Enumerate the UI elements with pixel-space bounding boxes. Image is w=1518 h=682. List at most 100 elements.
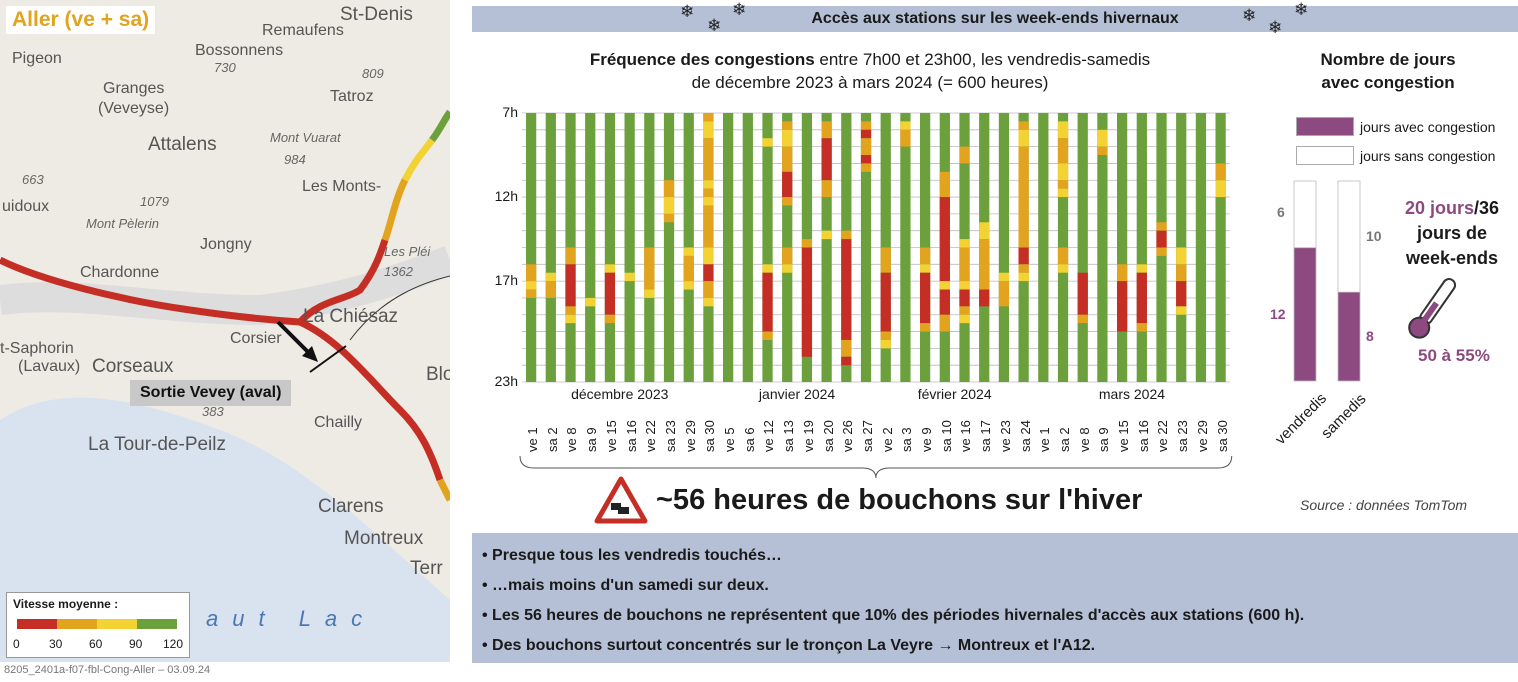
congestion-segment xyxy=(1176,247,1187,265)
place-label: 663 xyxy=(22,172,44,187)
congestion-segment xyxy=(604,272,616,315)
days-chart-title: Nombre de jours avec congestion xyxy=(1290,48,1486,94)
congestion-segment xyxy=(782,129,793,147)
congestion-segment xyxy=(939,314,950,332)
days-line2: jours de xyxy=(1416,223,1487,243)
place-label: Attalens xyxy=(148,134,217,155)
congestion-segment xyxy=(1215,163,1226,181)
key-findings: Presque tous les vendredis touchés… …mai… xyxy=(472,533,1518,663)
y-tick-label: 12h xyxy=(494,188,518,205)
finding-item: Presque tous les vendredis touchés… xyxy=(482,541,1518,571)
congestion-segment xyxy=(959,239,970,248)
congestion-segment xyxy=(703,188,714,198)
chart-title-line2: de décembre 2023 à mars 2024 (= 600 heur… xyxy=(691,73,1049,92)
hours-summary: ~56 heures de bouchons sur l'hiver xyxy=(656,484,1143,516)
days-bar-segment xyxy=(1293,247,1317,382)
congestion-segment xyxy=(604,314,616,324)
congestion-segment xyxy=(624,272,635,282)
day-column xyxy=(723,113,734,382)
place-label: Chardonne xyxy=(80,264,160,281)
congestion-segment xyxy=(526,264,537,282)
congestion-segment xyxy=(998,281,1010,307)
place-label: Blo xyxy=(426,364,450,385)
congestion-segment xyxy=(1077,272,1088,315)
congestion-segment xyxy=(703,264,714,282)
speed-legend-title: Vitesse moyenne : xyxy=(13,597,119,611)
congestion-segment xyxy=(1077,314,1088,324)
days-bar-segment xyxy=(1337,180,1361,293)
congestion-segment xyxy=(782,146,793,172)
congestion-segment xyxy=(920,264,931,273)
congestion-segment xyxy=(959,281,970,290)
congestion-segment xyxy=(762,138,773,147)
place-label: Mont Vuarat xyxy=(270,130,341,145)
congestion-segment xyxy=(604,264,616,273)
congestion-segment xyxy=(1097,129,1108,147)
congestion-segment xyxy=(782,121,793,130)
congestion-segment xyxy=(841,230,852,240)
congestion-segment xyxy=(979,239,990,290)
congestion-segment xyxy=(880,331,891,340)
month-label: décembre 2023 xyxy=(571,386,669,402)
congestion-segment xyxy=(703,113,714,122)
snowflake-icon: ❄ xyxy=(1294,0,1309,19)
place-label: St-Denis xyxy=(340,4,413,25)
congestion-segment xyxy=(762,331,773,340)
y-tick-label: 23h xyxy=(494,373,518,389)
congestion-segment xyxy=(663,180,675,198)
days-summary: 20 jours/36 jours de week-ends xyxy=(1382,196,1518,271)
place-label: Granges xyxy=(103,80,165,97)
congestion-segment xyxy=(939,289,950,315)
congestion-segment xyxy=(979,289,990,307)
congestion-segment xyxy=(545,272,556,282)
congestion-segment xyxy=(998,272,1010,282)
congestion-segment xyxy=(1057,247,1069,265)
congestion-segment xyxy=(703,247,714,265)
place-label: Remaufens xyxy=(262,22,344,39)
day-column xyxy=(585,113,596,382)
days-bar-segment xyxy=(1337,291,1361,382)
congestion-segment xyxy=(703,281,714,298)
congestion-segment xyxy=(900,121,911,130)
day-column xyxy=(624,113,635,382)
day-column xyxy=(663,113,675,382)
congestion-segment xyxy=(782,247,793,265)
congestion-segment xyxy=(880,339,891,349)
congestion-segment xyxy=(1136,323,1147,332)
thermometer-icon xyxy=(1408,278,1457,339)
congestion-segment xyxy=(860,121,872,130)
congestion-segment xyxy=(1136,264,1147,273)
place-label: t-Saphorin xyxy=(0,340,74,357)
days-count: 20 jours xyxy=(1404,198,1474,218)
congestion-segment xyxy=(526,289,537,298)
pointer-line xyxy=(349,275,450,341)
sa-without-value: 10 xyxy=(1366,228,1382,244)
place-label: Jongny xyxy=(200,236,252,253)
congestion-segment xyxy=(683,247,694,256)
speed-tick: 30 xyxy=(49,637,63,651)
congestion-segment xyxy=(1176,281,1187,307)
congestion-segment xyxy=(565,247,576,265)
congestion-segment xyxy=(860,138,872,156)
congestion-segment xyxy=(801,247,813,357)
place-label: La Tour-de-Peilz xyxy=(88,434,227,455)
congestion-segment xyxy=(1057,264,1069,273)
legend-swatch-without xyxy=(1296,146,1354,165)
place-label: Tatroz xyxy=(330,88,374,105)
legend-without-label: jours sans congestion xyxy=(1360,148,1496,164)
congestion-segment xyxy=(920,323,931,332)
exit-arrow xyxy=(276,320,314,358)
congestion-segment xyxy=(939,197,950,282)
place-label: Montreux xyxy=(344,528,424,549)
snowflake-icon: ❄ xyxy=(680,2,695,21)
congestion-segment xyxy=(841,356,852,366)
congestion-segment xyxy=(1018,121,1029,130)
days-chart-title-1: Nombre de jours xyxy=(1320,50,1456,69)
days-bar-segment xyxy=(1293,180,1317,249)
map-title: Aller (ve + sa) xyxy=(6,6,156,34)
route-green xyxy=(429,109,450,143)
day-column xyxy=(762,113,773,382)
ve-with-value: 12 xyxy=(1270,306,1286,322)
congestion-segment xyxy=(663,197,675,214)
